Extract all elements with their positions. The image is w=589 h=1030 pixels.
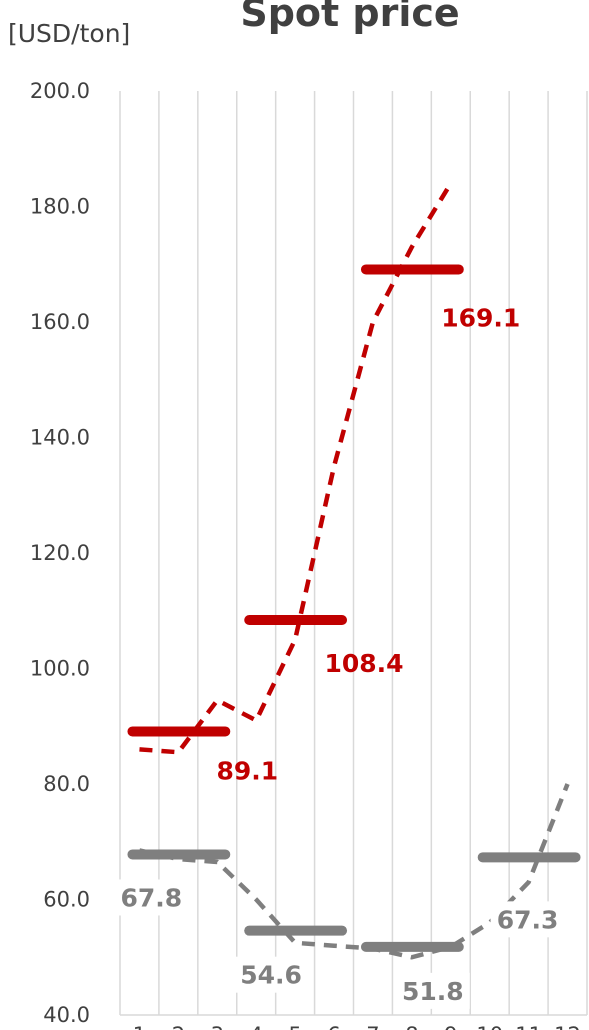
data-label-background — [395, 972, 470, 1009]
y-tick-label: 180.0 — [30, 195, 90, 219]
x-tick-label: 8 — [405, 1023, 418, 1030]
y-tick-label: 160.0 — [30, 310, 90, 334]
x-tick-label: 7 — [366, 1023, 379, 1030]
x-tick-label: 5 — [288, 1023, 301, 1030]
labels-layer: 40.0 60.0 80.0 100.0 120.0 140.0 160.0 180.0 200… — [30, 79, 581, 1030]
y-tick-label: 120.0 — [30, 541, 90, 565]
data-label-background — [490, 901, 565, 938]
x-tick-label: 4 — [250, 1023, 263, 1030]
data-label-background — [234, 956, 309, 993]
data-label: 67.3 — [497, 905, 559, 934]
data-label: 51.8 — [402, 977, 464, 1006]
data-label: 89.1 — [216, 756, 278, 785]
grid-layer — [119, 91, 588, 1016]
x-tick-label: 12 — [554, 1023, 581, 1030]
y-axis-unit: [USD/ton] — [8, 19, 130, 48]
chart-title: Spot price — [240, 0, 459, 35]
x-tick-label: 10 — [476, 1023, 503, 1030]
data-label: 169.1 — [441, 303, 520, 332]
y-tick-label: 40.0 — [43, 1003, 90, 1027]
y-tick-label: 80.0 — [43, 772, 90, 796]
data-label: 54.6 — [240, 961, 302, 990]
x-tick-label: 2 — [172, 1023, 185, 1030]
data-label-background — [114, 879, 189, 916]
y-tick-label: 100.0 — [30, 657, 90, 681]
x-tick-label: 1 — [133, 1023, 146, 1030]
data-label: 67.8 — [120, 883, 182, 912]
average-bars-layer — [127, 264, 581, 952]
y-tick-label: 200.0 — [30, 79, 90, 103]
y-tick-label: 140.0 — [30, 426, 90, 450]
x-tick-label: 9 — [444, 1023, 457, 1030]
y-tick-label: 60.0 — [43, 888, 90, 912]
x-tick-label: 6 — [327, 1023, 340, 1030]
data-label: 108.4 — [325, 649, 404, 678]
x-tick-label: 11 — [515, 1023, 542, 1030]
x-tick-label: 3 — [211, 1023, 224, 1030]
